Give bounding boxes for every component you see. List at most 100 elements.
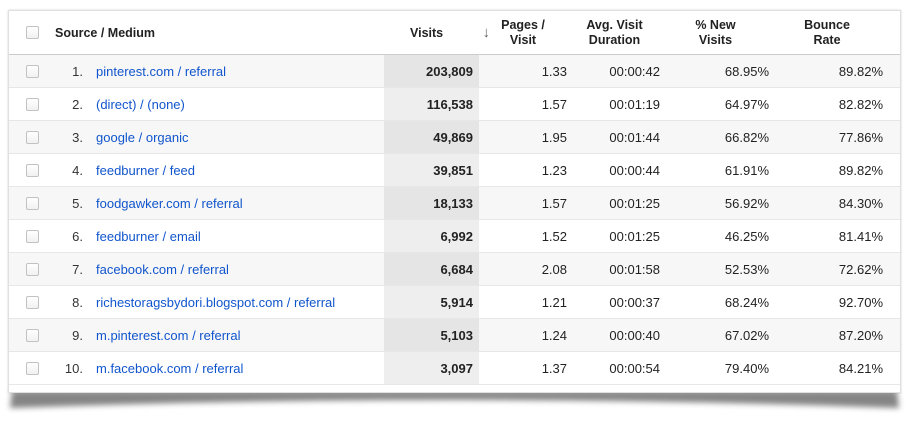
header-line: Pages / (501, 17, 545, 32)
row-checkbox[interactable] (26, 97, 39, 111)
avg-visit-duration-value: 00:01:58 (609, 261, 660, 277)
column-header-source-medium[interactable]: Source / Medium (55, 25, 156, 40)
visits-value: 3,097 (384, 352, 479, 384)
visits-value: 116,538 (384, 88, 479, 120)
avg-visit-duration-value: 00:00:44 (609, 162, 660, 178)
header-line: % New (695, 17, 736, 32)
row-checkbox-cell (9, 253, 55, 285)
row-checkbox[interactable] (26, 295, 39, 309)
row-checkbox[interactable] (26, 361, 39, 375)
row-checkbox[interactable] (26, 196, 39, 210)
column-header-pages-per-visit[interactable]: Pages / Visit (479, 18, 569, 48)
avg-visit-duration-value: 00:00:42 (609, 63, 660, 79)
pct-new-visits-value: 66.82% (724, 129, 769, 145)
table-row: 5. foodgawker.com / referral 18,133 1.57… (9, 187, 900, 220)
column-header-pct-new-visits[interactable]: % New Visits (662, 18, 771, 48)
select-all-checkbox[interactable] (26, 26, 39, 39)
visits-header-label: Visits (410, 25, 444, 40)
table-row: 1. pinterest.com / referral 203,809 1.33… (9, 55, 900, 88)
bounce-rate-value: 87.20% (838, 327, 883, 343)
bounce-rate-value: 77.86% (838, 129, 883, 145)
pct-new-visits-value: 67.02% (724, 327, 769, 343)
page-curl-shadow (10, 391, 899, 408)
pages-per-visit-value: 1.95 (541, 129, 567, 145)
row-checkbox[interactable] (26, 328, 39, 342)
bounce-rate-value: 72.62% (838, 261, 883, 277)
pct-new-visits-value: 64.97% (724, 96, 769, 112)
pct-new-visits-value: 68.95% (724, 63, 769, 79)
row-checkbox-cell (9, 121, 55, 153)
row-checkbox[interactable] (26, 130, 39, 144)
row-rank: 4. (72, 162, 83, 178)
source-medium-link[interactable]: google / organic (96, 129, 189, 145)
row-rank: 6. (72, 228, 83, 244)
row-checkbox-cell (9, 187, 55, 219)
column-header-visits[interactable]: Visits ↓ (384, 11, 490, 54)
row-checkbox-cell (9, 154, 55, 186)
header-line: Rate (813, 32, 841, 47)
avg-visit-duration-value: 00:00:37 (609, 294, 660, 310)
column-header-avg-visit-duration[interactable]: Avg. Visit Duration (569, 18, 662, 48)
source-medium-link[interactable]: feedburner / email (96, 228, 201, 244)
pages-per-visit-value: 1.23 (541, 162, 567, 178)
row-checkbox[interactable] (26, 262, 39, 276)
table-row: 4. feedburner / feed 39,851 1.23 00:00:4… (9, 154, 900, 187)
pages-per-visit-value: 1.21 (541, 294, 567, 310)
source-medium-link[interactable]: pinterest.com / referral (96, 63, 227, 79)
header-checkbox-cell (9, 11, 55, 54)
pct-new-visits-value: 79.40% (724, 360, 769, 376)
sort-descending-icon[interactable]: ↓ (482, 23, 491, 41)
row-rank: 7. (72, 261, 83, 277)
row-rank: 9. (72, 327, 83, 343)
pct-new-visits-value: 68.24% (724, 294, 769, 310)
header-line: Visits (698, 32, 733, 47)
row-checkbox-cell (9, 88, 55, 120)
table-body: 1. pinterest.com / referral 203,809 1.33… (9, 55, 900, 385)
pct-new-visits-value: 46.25% (724, 228, 769, 244)
source-medium-link[interactable]: facebook.com / referral (96, 261, 229, 277)
column-header-bounce-rate[interactable]: Bounce Rate (771, 18, 885, 48)
header-line: Duration (588, 32, 641, 47)
bounce-rate-value: 84.21% (838, 360, 883, 376)
avg-visit-duration-value: 00:01:19 (609, 96, 660, 112)
source-medium-link[interactable]: feedburner / feed (96, 162, 196, 178)
header-line: Bounce (804, 17, 850, 32)
row-rank: 8. (72, 294, 83, 310)
avg-visit-duration-value: 00:00:40 (609, 327, 660, 343)
source-medium-link[interactable]: richestoragsbydori.blogspot.com / referr… (96, 294, 336, 310)
visits-value: 49,869 (384, 121, 479, 153)
source-medium-link[interactable]: m.facebook.com / referral (96, 360, 244, 376)
table-row: 10. m.facebook.com / referral 3,097 1.37… (9, 352, 900, 385)
table-row: 6. feedburner / email 6,992 1.52 00:01:2… (9, 220, 900, 253)
visits-value: 39,851 (384, 154, 479, 186)
pages-per-visit-value: 1.24 (541, 327, 567, 343)
pct-new-visits-value: 61.91% (724, 162, 769, 178)
pages-per-visit-value: 1.52 (541, 228, 567, 244)
pct-new-visits-value: 52.53% (724, 261, 769, 277)
visits-value: 18,133 (384, 187, 479, 219)
pages-per-visit-value: 1.37 (541, 360, 567, 376)
row-checkbox[interactable] (26, 163, 39, 177)
row-checkbox-cell (9, 220, 55, 252)
source-medium-link[interactable]: (direct) / (none) (96, 96, 185, 112)
bounce-rate-value: 92.70% (838, 294, 883, 310)
row-checkbox[interactable] (26, 64, 39, 78)
source-medium-link[interactable]: foodgawker.com / referral (96, 195, 243, 211)
row-checkbox-cell (9, 286, 55, 318)
row-checkbox[interactable] (26, 229, 39, 243)
pages-per-visit-value: 2.08 (541, 261, 567, 277)
data-table-card: Source / Medium Visits ↓ Pages / Visit Av… (8, 10, 901, 393)
visits-value: 5,103 (384, 319, 479, 351)
avg-visit-duration-value: 00:01:44 (609, 129, 660, 145)
bounce-rate-value: 84.30% (838, 195, 883, 211)
bounce-rate-value: 89.82% (838, 63, 883, 79)
header-line: Avg. Visit (586, 17, 643, 32)
pages-per-visit-value: 1.33 (541, 63, 567, 79)
visits-value: 6,684 (384, 253, 479, 285)
row-rank: 3. (72, 129, 83, 145)
row-rank: 2. (72, 96, 83, 112)
table-row: 3. google / organic 49,869 1.95 00:01:44… (9, 121, 900, 154)
visits-value: 5,914 (384, 286, 479, 318)
source-medium-link[interactable]: m.pinterest.com / referral (96, 327, 241, 343)
